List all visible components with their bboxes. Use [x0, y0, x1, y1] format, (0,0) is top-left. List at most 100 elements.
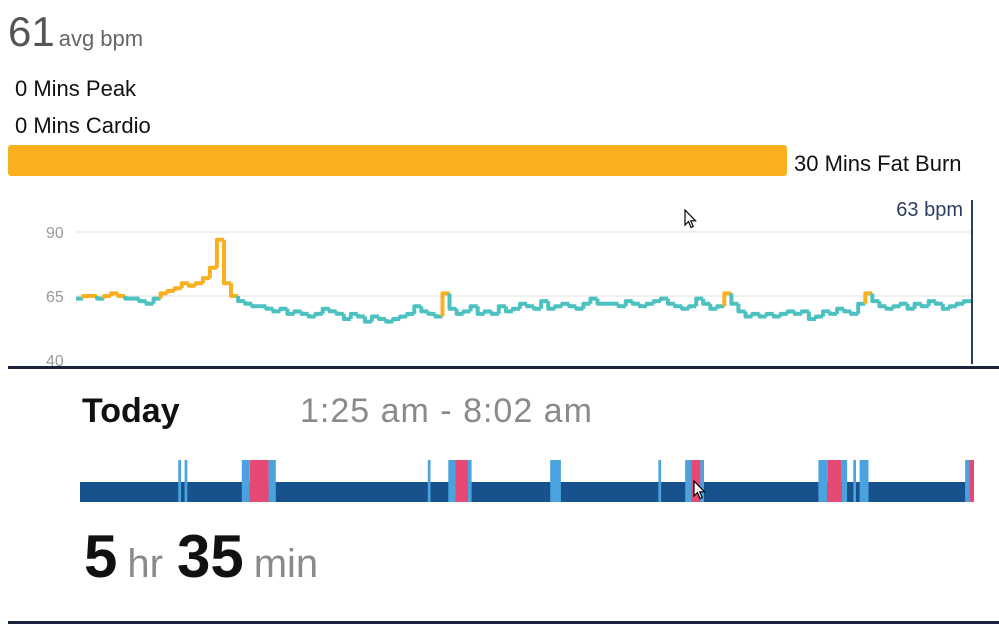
heart-rate-segment [722, 291, 732, 307]
current-bpm-label: 63 bpm [896, 199, 963, 221]
heart-rate-segment [433, 313, 443, 319]
heart-rate-segment [947, 304, 957, 309]
heart-rate-segment [644, 301, 654, 307]
heart-rate-segment [828, 311, 838, 316]
heart-rate-segment [898, 301, 908, 307]
fat-burn-bar [8, 145, 787, 176]
heart-rate-segment [186, 283, 196, 288]
heart-rate-segment [870, 293, 880, 304]
heart-rate-chart: 90 65 40 [46, 200, 973, 366]
sleep-title: Today [82, 392, 180, 430]
heart-rate-segment [553, 304, 563, 309]
heart-rate-segment [814, 314, 823, 319]
heart-rate-segment [285, 308, 295, 316]
heart-rate-segment [933, 301, 943, 306]
heart-rate-segment [229, 283, 239, 298]
heart-rate-segment [616, 303, 626, 309]
heart-rate-segment [482, 309, 492, 314]
sleep-time-range: 1:25 am - 8:02 am [300, 392, 593, 430]
mouse-cursor-icon [684, 209, 697, 229]
heart-rate-segment [116, 293, 126, 298]
heart-rate-segment [447, 293, 457, 311]
heart-rate-segment [144, 301, 154, 306]
chart-grid: 90 65 40 [46, 225, 971, 366]
sleep-event-light [965, 460, 970, 502]
heart-rate-segment [581, 301, 591, 309]
heart-rate-segment [539, 299, 549, 309]
sleep-event-light [818, 460, 828, 502]
heart-rate-segment [954, 301, 964, 307]
heart-rate-segment [940, 303, 950, 311]
heart-rate-segment [362, 316, 372, 324]
heart-rate-segment [623, 299, 633, 307]
heart-rate-segment [475, 306, 485, 316]
heart-rate-segment [912, 301, 922, 309]
sleep-event-awake [691, 460, 701, 502]
heart-rate-segment [95, 296, 105, 301]
heart-rate-segment [158, 291, 168, 299]
heart-rate-segment [214, 237, 224, 268]
heart-rate-segment [102, 294, 112, 299]
heart-rate-segment [496, 304, 506, 314]
heart-rate-segment [666, 298, 675, 306]
heart-rate-segment [792, 311, 802, 316]
heart-rate-segment [320, 306, 330, 314]
heart-rate-segment [306, 313, 316, 319]
heart-rate-segment [278, 306, 288, 312]
cardio-zone-label: 0 Mins Cardio [15, 113, 151, 138]
heart-rate-segment [81, 294, 91, 299]
sleep-event-light [241, 460, 250, 502]
heart-rate-segment [750, 311, 760, 317]
sleep-hours: 5 [84, 523, 118, 590]
heart-rate-segment [207, 265, 217, 279]
heart-rate-segment [595, 298, 605, 306]
heart-rate-segment [151, 296, 161, 304]
sleep-stage-strip [80, 460, 974, 502]
sleep-events [178, 460, 974, 502]
sleep-event-light [853, 460, 856, 502]
heart-rate-segment [799, 309, 809, 314]
heart-rate-segment [123, 296, 133, 301]
heart-rate-segment [489, 311, 499, 316]
heart-rate-segment [179, 281, 189, 289]
sleep-base-bar [80, 482, 974, 502]
sleep-minutes: 35 [176, 523, 244, 590]
sleep-hours-unit: hr [127, 542, 163, 586]
heart-rate-segment [785, 309, 795, 314]
heart-rate-segment [680, 306, 690, 311]
sleep-event-light [550, 460, 561, 502]
heart-rate-segment [687, 304, 697, 309]
heart-rate-segment [532, 306, 542, 311]
y-tick-label: 65 [46, 289, 64, 306]
heart-rate-segment [926, 299, 936, 307]
heart-rate-segment [736, 303, 746, 314]
mouse-cursor-icon [693, 480, 706, 500]
heart-rate-segment [172, 286, 182, 291]
sleep-event-awake [969, 460, 974, 502]
heart-rate-segment [588, 296, 598, 304]
heart-rate-segment [292, 309, 302, 314]
y-tick-label: 40 [46, 353, 64, 366]
heart-rate-segment [503, 306, 513, 314]
heart-rate-line [76, 237, 971, 324]
heart-rate-segment [771, 313, 781, 319]
heart-rate-segment [419, 306, 429, 314]
heart-rate-segment [856, 301, 866, 314]
section-divider [8, 621, 999, 624]
heart-rate-segment [651, 299, 661, 304]
heart-rate-segment [560, 301, 570, 307]
heart-rate-segment [468, 304, 478, 312]
heart-rate-segment [757, 313, 767, 319]
sleep-event-light [448, 460, 456, 502]
heart-rate-segment [891, 304, 901, 309]
sleep-event-light [184, 460, 188, 502]
avg-bpm: 61 avg bpm [8, 8, 143, 56]
sleep-event-light [658, 460, 662, 502]
heart-rate-segment [391, 317, 401, 322]
sleep-duration: 5 hr 35 min [84, 522, 332, 591]
heart-rate-segment [193, 281, 203, 286]
heart-rate-segment [821, 309, 831, 317]
sleep-event-light [268, 460, 276, 502]
heart-rate-segment [299, 311, 309, 316]
sleep-event-light [468, 460, 472, 502]
